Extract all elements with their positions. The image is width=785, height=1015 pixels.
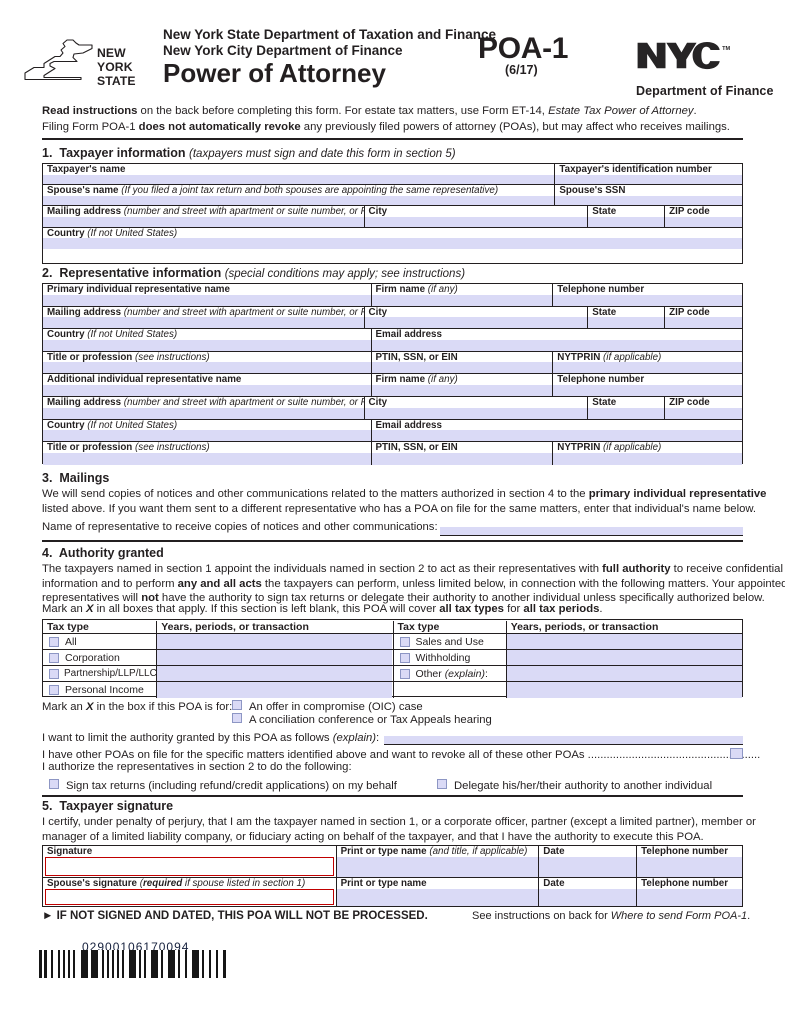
svg-text:TM: TM [722, 46, 730, 52]
svg-text:STATE: STATE [97, 74, 136, 88]
svg-text:YORK: YORK [97, 60, 133, 74]
svg-text:NEW: NEW [97, 46, 126, 60]
